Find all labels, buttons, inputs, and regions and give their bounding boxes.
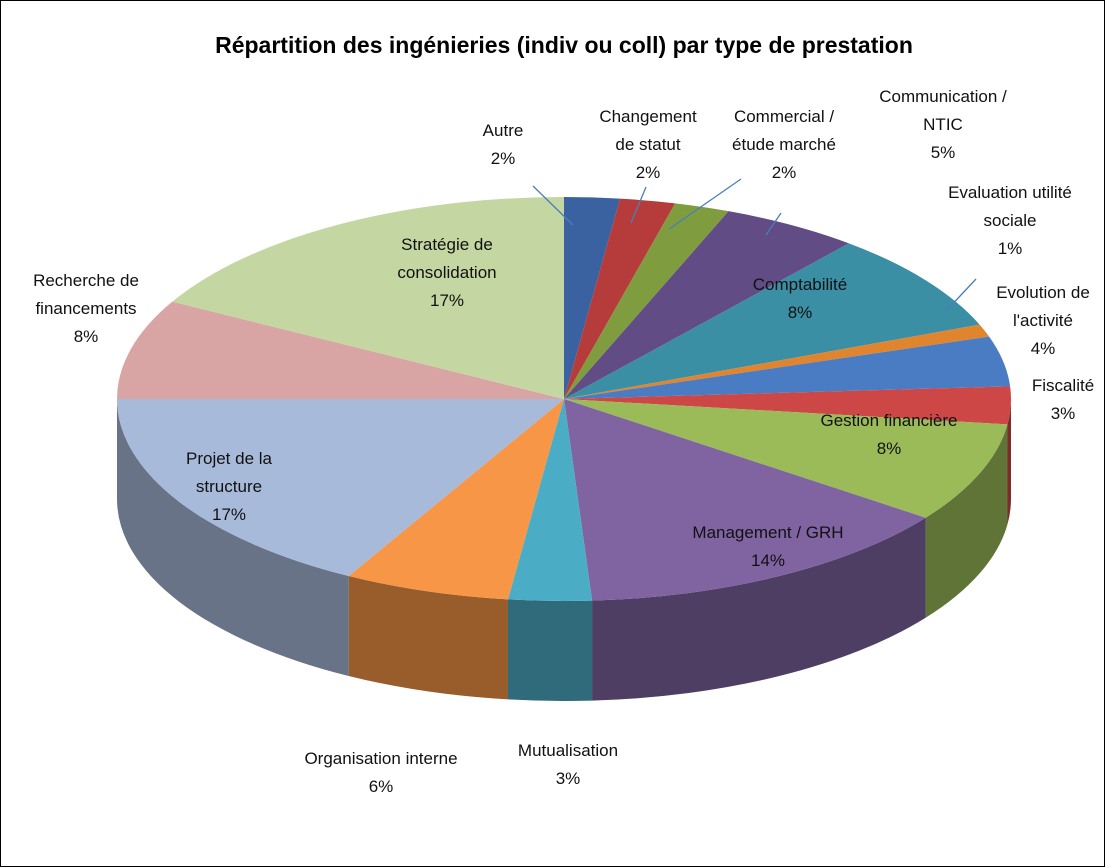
slice <box>564 203 729 399</box>
value-label: 4% <box>1030 339 1056 358</box>
value-label: 8% <box>73 327 99 346</box>
slice <box>564 198 676 399</box>
slice <box>117 399 564 577</box>
category-name: Stratégie de consolidation <box>397 235 497 282</box>
category-name: Comptabilité <box>752 275 848 294</box>
slice-side <box>117 399 349 677</box>
value-label: 17% <box>211 505 247 524</box>
slice <box>564 197 621 399</box>
slice-label: Evolution de l'activité 4% <box>988 279 1098 363</box>
slice-label: Communication / NTIC 5% <box>868 83 1018 167</box>
leader-line <box>630 186 647 224</box>
category-name: Changement de statut <box>599 107 697 154</box>
slice-side <box>925 424 1008 618</box>
value-label: 2% <box>490 149 516 168</box>
value-label: 3% <box>555 769 581 788</box>
slice-side <box>1007 399 1011 525</box>
slice <box>348 399 564 600</box>
leader-line <box>532 185 574 226</box>
category-name: Evaluation utilité sociale <box>948 183 1072 230</box>
slice <box>564 399 926 601</box>
slice <box>172 197 565 399</box>
slice-label: Gestion financière 8% <box>794 407 984 463</box>
slices <box>117 197 1011 701</box>
slice <box>117 301 564 399</box>
value-label: 3% <box>1050 404 1076 423</box>
slice-label: Autre 2% <box>463 117 543 173</box>
slice <box>564 324 990 399</box>
category-name: Autre <box>482 121 524 140</box>
category-name: Commercial / étude marché <box>732 107 836 154</box>
value-label: 2% <box>635 163 661 182</box>
slice-label: Mutualisation 3% <box>498 737 638 793</box>
value-label: 1% <box>997 239 1023 258</box>
value-label: 2% <box>771 163 797 182</box>
slice <box>564 336 1011 399</box>
slice-label: Projet de la structure 17% <box>169 445 289 529</box>
category-name: Evolution de l'activité <box>996 283 1090 330</box>
slice-label: Management / GRH 14% <box>668 519 868 575</box>
slice-label: Evaluation utilité sociale 1% <box>945 179 1075 263</box>
slice-side <box>507 599 593 701</box>
slice <box>564 386 1011 425</box>
value-label: 14% <box>750 551 786 570</box>
slice-label: Commercial / étude marché 2% <box>719 103 849 187</box>
slice-label: Changement de statut 2% <box>593 103 703 187</box>
category-name: Projet de la structure <box>186 449 272 496</box>
category-name: Organisation interne <box>304 749 458 768</box>
slice-label: Organisation interne 6% <box>276 745 486 801</box>
value-label: 17% <box>429 291 465 310</box>
slice-label: Comptabilité 8% <box>735 271 865 327</box>
category-name: Gestion financière <box>820 411 958 430</box>
leader-lines <box>532 178 977 312</box>
slice-label: Fiscalité 3% <box>1023 372 1103 428</box>
value-label: 5% <box>930 143 956 162</box>
slice-label: Recherche de financements 8% <box>11 267 161 351</box>
category-name: Communication / NTIC <box>879 87 1007 134</box>
slice <box>564 243 980 399</box>
leader-line <box>765 212 782 236</box>
value-label: 8% <box>876 439 902 458</box>
leader-line <box>668 178 742 230</box>
category-name: Management / GRH <box>692 523 844 542</box>
category-name: Recherche de financements <box>33 271 139 318</box>
leader-line <box>945 278 977 312</box>
value-label: 6% <box>368 777 394 796</box>
chart-title: Répartition des ingénieries (indiv ou co… <box>215 32 913 58</box>
category-name: Mutualisation <box>517 741 619 760</box>
slice <box>507 399 593 601</box>
category-name: Fiscalité <box>1031 376 1095 395</box>
slice-side <box>348 576 508 700</box>
value-label: 8% <box>787 303 813 322</box>
slice-label: Stratégie de consolidation 17% <box>377 231 517 315</box>
slice <box>564 211 849 399</box>
slice-side <box>592 517 926 701</box>
slice <box>564 399 1008 518</box>
